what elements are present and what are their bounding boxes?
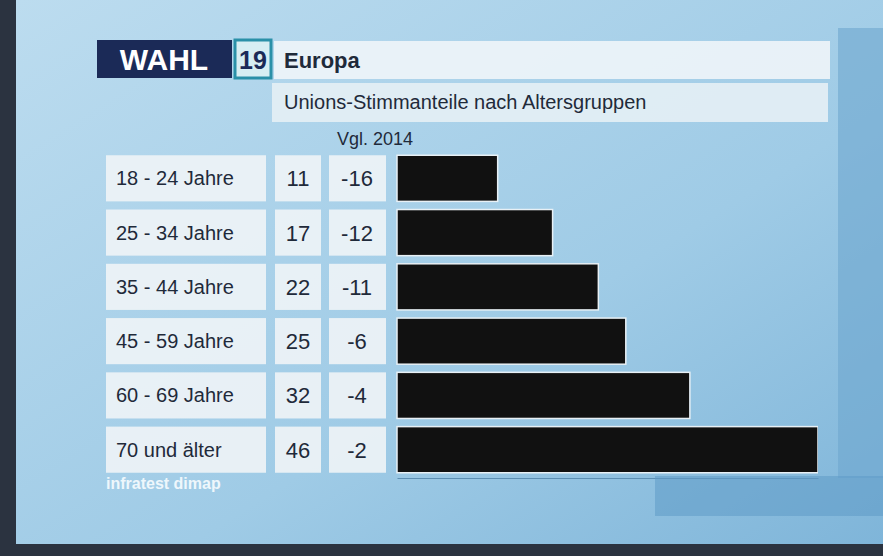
category-label: 18 - 24 Jahre	[116, 167, 234, 189]
category-label: 70 und älter	[116, 439, 222, 461]
change-label: -11	[342, 275, 372, 300]
change-box	[329, 427, 386, 473]
chart: WAHL 19 Europa Unions-Stimmanteile nach Alt…	[0, 0, 883, 556]
column-header: Vgl. 2014	[337, 129, 413, 149]
category-label: 60 - 69 Jahre	[116, 384, 234, 406]
change-label: -4	[347, 383, 367, 408]
logo-box	[97, 40, 232, 78]
data-label: 17	[286, 221, 310, 246]
value-box	[275, 372, 321, 418]
rows: 18 - 24 Jahre 11 -16 25 - 34 Jahre 17 -12 35 -…	[106, 155, 386, 472]
bar	[397, 427, 818, 473]
label-box	[106, 155, 266, 201]
change-box	[329, 210, 386, 256]
change-box	[329, 264, 386, 310]
subtitle: Unions-Stimmanteile nach Altersgruppen	[284, 91, 646, 113]
logo-number-box	[235, 40, 271, 78]
value-box	[275, 427, 321, 473]
data-label: 22	[286, 275, 310, 300]
label-box	[106, 318, 266, 364]
bar	[397, 372, 690, 418]
change-label: -2	[347, 438, 367, 463]
bar	[397, 318, 626, 364]
bars	[397, 155, 818, 472]
toolbar	[655, 476, 883, 516]
label-box	[106, 427, 266, 473]
value-box	[275, 155, 321, 201]
change-box	[329, 155, 386, 201]
subtitle-box	[272, 83, 828, 122]
source: infratest dimap	[106, 475, 221, 492]
label-box	[106, 210, 266, 256]
bar	[397, 264, 598, 310]
data-label: 11	[287, 166, 310, 191]
data-label: 46	[286, 438, 310, 463]
category-label: 35 - 44 Jahre	[116, 276, 234, 298]
logo-number: 19	[239, 46, 267, 74]
title: Europa	[284, 48, 361, 73]
title-box	[274, 41, 830, 79]
category-label: 25 - 34 Jahre	[116, 222, 234, 244]
change-box	[329, 318, 386, 364]
change-label: -16	[341, 166, 373, 191]
value-box	[275, 318, 321, 364]
change-label: -6	[347, 329, 367, 354]
logo-text: WAHL	[120, 43, 208, 76]
label-box	[106, 372, 266, 418]
data-label: 32	[286, 383, 310, 408]
bar	[397, 210, 553, 256]
side-panel	[838, 28, 883, 478]
screen-background	[16, 0, 883, 544]
change-label: -12	[341, 221, 373, 246]
value-box	[275, 264, 321, 310]
value-box	[275, 210, 321, 256]
bar	[397, 155, 498, 201]
change-box	[329, 372, 386, 418]
label-box	[106, 264, 266, 310]
data-label: 25	[286, 329, 310, 354]
category-label: 45 - 59 Jahre	[116, 330, 234, 352]
